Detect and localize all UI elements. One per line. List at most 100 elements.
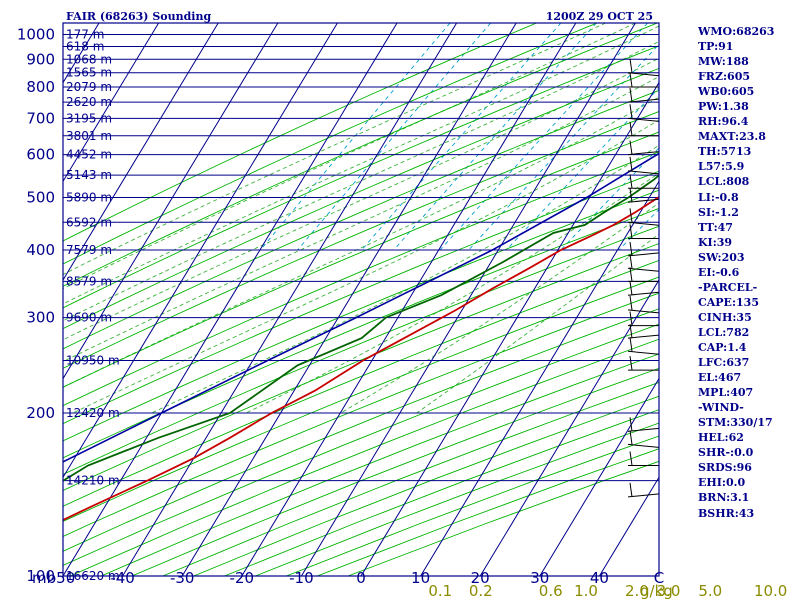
temperature-tick-label: 10 bbox=[411, 569, 430, 587]
isotherm-line bbox=[300, 23, 636, 576]
mixing-ratio-line bbox=[361, 23, 562, 251]
dry-adiabat-line bbox=[63, 292, 659, 538]
dry-adiabat-line bbox=[63, 23, 598, 265]
dry-adiabat-line bbox=[63, 89, 659, 350]
height-label: 16620 m bbox=[66, 569, 120, 583]
index-item: LCL:808 bbox=[698, 175, 750, 189]
wind-barb-flag bbox=[629, 241, 633, 256]
wind-barb-flag bbox=[629, 58, 633, 73]
dry-adiabat-line bbox=[63, 111, 659, 369]
pressure-tick-label: 300 bbox=[26, 309, 55, 327]
isotherms bbox=[0, 23, 659, 576]
wind-barb-shaft bbox=[627, 151, 660, 156]
wind-barbs bbox=[627, 58, 660, 498]
plot-frame bbox=[62, 22, 660, 577]
wind-barb-flag bbox=[629, 311, 633, 326]
wind-barb-flag bbox=[629, 72, 633, 88]
temperature-profile bbox=[63, 195, 659, 521]
index-item: BRN:3.1 bbox=[698, 491, 750, 505]
temperature-tick-label: -50 bbox=[51, 569, 76, 587]
index-item: BSHR:43 bbox=[698, 506, 755, 520]
mixing-ratio-lines bbox=[260, 23, 659, 251]
index-item: -PARCEL- bbox=[698, 280, 758, 294]
sounding-profiles bbox=[63, 152, 659, 521]
index-item: EHI:0.0 bbox=[698, 476, 746, 490]
sounding-indices-panel: WMO:68263 TP:91 MW:188 FRZ:605 WB0:605 PW:1.3… bbox=[698, 24, 798, 521]
wind-barb-flag bbox=[629, 267, 633, 282]
mixing-ratio-line bbox=[468, 43, 659, 251]
dry-adiabat-line bbox=[63, 259, 659, 507]
dry-adiabat-line bbox=[63, 170, 659, 425]
index-item: SI:-1.2 bbox=[698, 205, 739, 219]
dry-adiabat-line bbox=[63, 225, 659, 475]
height-label: 1565 m bbox=[66, 66, 112, 80]
pressure-tick-label: 500 bbox=[26, 188, 55, 206]
moist-adiabat-line bbox=[63, 76, 659, 363]
isotherm-line bbox=[181, 23, 517, 576]
pressure-tick-label: 900 bbox=[26, 50, 55, 68]
index-item: CAP:1.4 bbox=[698, 340, 747, 354]
wind-barb-flag bbox=[629, 281, 633, 296]
height-labels: 16620 m 14210 m 12420 m 10950 m 9690 m 8579 m… bbox=[66, 27, 120, 583]
dry-adiabat-line bbox=[63, 131, 659, 388]
wind-barb-flag bbox=[629, 188, 633, 203]
temperature-tick-label: 20 bbox=[471, 569, 490, 587]
dry-adiabat-line bbox=[63, 67, 659, 330]
index-item: CAPE:135 bbox=[698, 295, 759, 309]
wind-barb-flag bbox=[629, 208, 633, 223]
isotherm-line bbox=[539, 377, 659, 576]
moist-adiabat-line bbox=[63, 23, 606, 275]
index-item: L57:5.9 bbox=[698, 160, 745, 174]
height-label: 5890 m bbox=[66, 190, 112, 204]
dewpoint-profile bbox=[63, 173, 659, 482]
mixing-ratio-tick-label: 0.2 bbox=[469, 582, 493, 600]
height-label: 9690 m bbox=[66, 311, 112, 325]
index-item: SHR-:0.0 bbox=[698, 446, 754, 460]
wind-barb-flag bbox=[629, 324, 633, 339]
moist-adiabat-line bbox=[72, 119, 659, 414]
index-item: MW:188 bbox=[698, 55, 749, 69]
wind-barb-shaft bbox=[627, 198, 660, 203]
moist-adiabat-line bbox=[63, 23, 636, 290]
dry-adiabat-line bbox=[63, 276, 659, 522]
wind-barb-flag bbox=[629, 104, 633, 119]
valid-time: 1200Z 29 OCT 25 bbox=[546, 10, 653, 23]
dry-adiabat-line bbox=[63, 23, 658, 287]
moist-adiabat-line bbox=[63, 96, 659, 388]
isotherm-line bbox=[122, 23, 458, 576]
pressure-unit-label: mb bbox=[32, 569, 56, 587]
index-item: PW:1.38 bbox=[698, 100, 749, 114]
index-item: SW:203 bbox=[698, 250, 745, 264]
isotherm-line bbox=[0, 23, 39, 576]
wind-barb-shaft bbox=[627, 252, 660, 257]
temperature-tick-label: -30 bbox=[170, 569, 195, 587]
index-item: MAXT:23.8 bbox=[698, 130, 766, 144]
wind-barb-shaft bbox=[627, 350, 660, 355]
height-label: 618 m bbox=[66, 40, 104, 54]
height-label: 2620 m bbox=[66, 95, 112, 109]
wind-barb-shaft bbox=[627, 221, 660, 226]
index-item: EI:-0.6 bbox=[698, 265, 740, 279]
height-label: 8579 m bbox=[66, 274, 112, 288]
index-item: TT:47 bbox=[698, 220, 733, 234]
temperature-tick-label: C bbox=[654, 569, 664, 587]
pressure-tick-label: 700 bbox=[26, 109, 55, 127]
index-item: WB0:605 bbox=[698, 85, 755, 99]
index-item: RH:96.4 bbox=[698, 115, 749, 129]
isotherm-line bbox=[63, 23, 279, 380]
mixing-ratio-axis: 0.10.20.61.02.03.05.010.020.040.0 bbox=[428, 582, 787, 600]
mixing-ratio-line bbox=[260, 23, 451, 251]
chart-title: FAIR (68263) Sounding bbox=[66, 10, 211, 23]
isotherm-line bbox=[360, 81, 659, 576]
temperature-tick-label: 0 bbox=[356, 569, 366, 587]
pressure-tick-label: 100 bbox=[26, 567, 55, 585]
height-label: 177 m bbox=[66, 27, 104, 41]
height-label: 2079 m bbox=[66, 80, 112, 94]
index-item: KI:39 bbox=[698, 235, 733, 249]
wind-barb-flag bbox=[629, 417, 633, 432]
mixing-ratio-line bbox=[506, 87, 659, 251]
pressure-axis: 100 200 300 400 500 600 700 800 900 1000 bbox=[17, 25, 55, 585]
isotherm-line bbox=[420, 180, 659, 576]
height-label: 12420 m bbox=[66, 406, 120, 420]
pressure-tick-label: 200 bbox=[26, 404, 55, 422]
